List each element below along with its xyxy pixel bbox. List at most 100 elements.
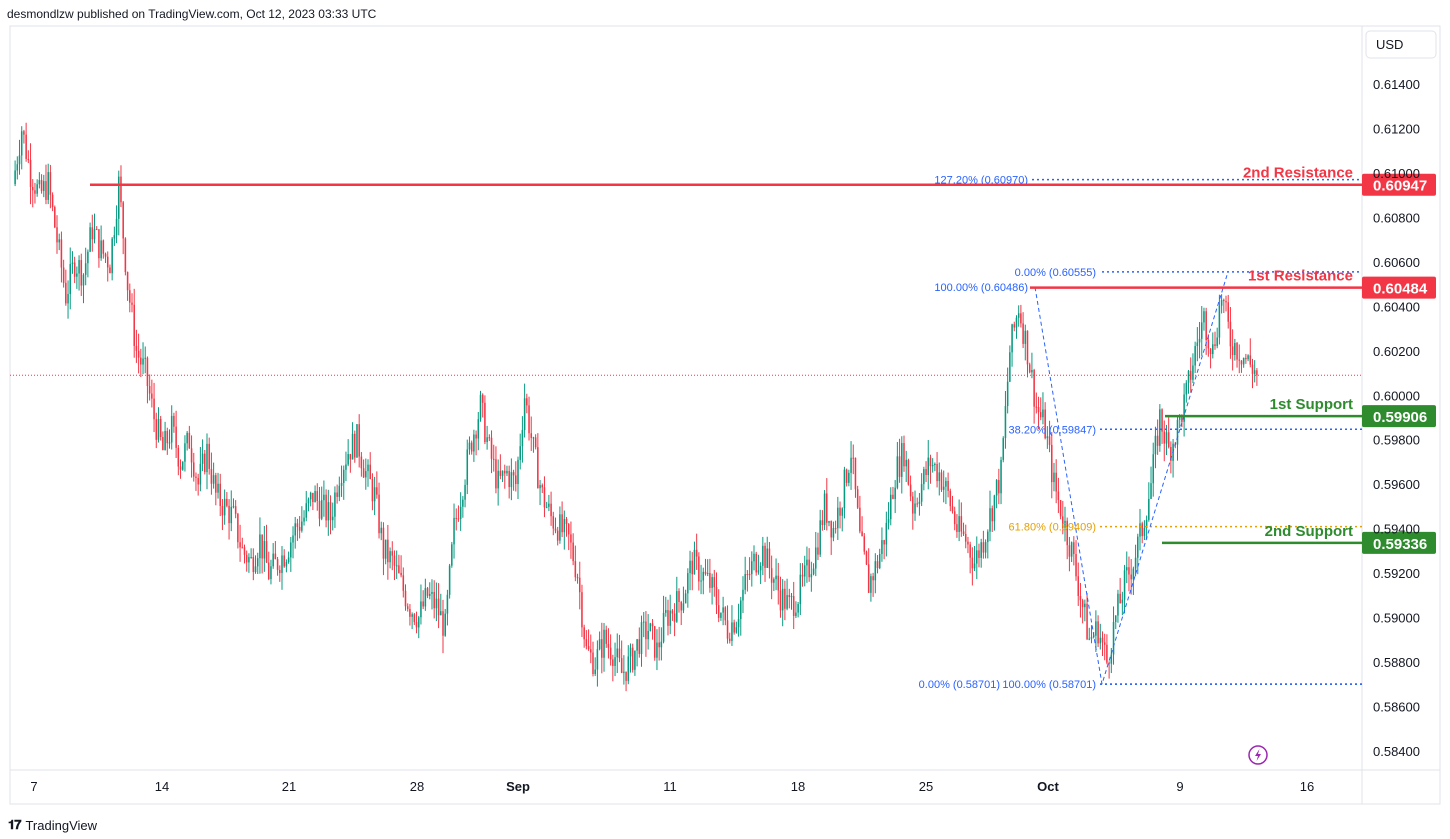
- candle-body: [711, 577, 713, 588]
- candle-body: [777, 575, 780, 591]
- candle-body: [779, 590, 782, 611]
- candle-body: [142, 358, 144, 365]
- candle-body: [876, 561, 879, 569]
- candle-body: [440, 611, 442, 616]
- candle-body: [905, 459, 907, 467]
- candle-body: [936, 463, 938, 482]
- candle-body: [951, 506, 954, 512]
- candle-body: [362, 468, 365, 478]
- candle-body: [168, 442, 171, 444]
- candle-body: [120, 176, 122, 203]
- candle-body: [140, 357, 142, 365]
- candle-body: [400, 572, 402, 576]
- candle-body: [896, 456, 899, 488]
- candle-body: [206, 443, 208, 473]
- candle-body: [808, 559, 810, 578]
- candle-body: [54, 207, 56, 228]
- candle-body: [627, 656, 630, 681]
- candle-body: [585, 639, 588, 647]
- candle-body: [486, 437, 488, 443]
- candle-body: [724, 607, 727, 621]
- candle-body: [669, 610, 671, 626]
- candle-body: [73, 262, 76, 277]
- candle-body: [832, 528, 835, 538]
- candle-body: [223, 498, 226, 516]
- candle-body: [151, 393, 153, 399]
- candle-body: [691, 560, 694, 575]
- candle-body: [863, 536, 866, 552]
- candle-body: [590, 649, 592, 653]
- candle-body: [548, 503, 550, 507]
- candle-body: [554, 528, 557, 531]
- currency-button[interactable]: USD: [1365, 30, 1437, 59]
- candle-body: [649, 623, 652, 631]
- candle-body: [307, 499, 310, 504]
- tradingview-logo-icon: 𝟏𝟕: [8, 817, 22, 832]
- x-tick-label: Oct: [1037, 779, 1059, 794]
- candle-body: [720, 612, 722, 618]
- candle-body: [1009, 352, 1011, 382]
- candle-body: [1073, 542, 1075, 555]
- candle-body: [1101, 637, 1104, 643]
- candle-body: [484, 402, 486, 443]
- candle-body: [1207, 340, 1210, 349]
- candle-body: [795, 612, 797, 616]
- candle-body: [334, 492, 336, 517]
- candle-body: [786, 595, 788, 609]
- candle-body: [726, 620, 729, 639]
- candle-body: [1070, 542, 1073, 557]
- candle-body: [967, 541, 969, 545]
- candle-body: [812, 568, 815, 575]
- candle-body: [865, 551, 868, 565]
- candle-body: [80, 260, 83, 286]
- currency-button-label: USD: [1376, 37, 1403, 52]
- candle-body: [1240, 360, 1243, 365]
- candle-body: [735, 627, 738, 633]
- fib-level-label: 100.00% (0.60486): [934, 282, 1028, 294]
- candle-body: [417, 617, 420, 628]
- candle-body: [1167, 432, 1170, 447]
- candle-body: [250, 557, 252, 559]
- candle-body: [878, 554, 881, 569]
- candle-body: [713, 577, 716, 588]
- candle-body: [1088, 638, 1091, 640]
- candle-body: [290, 542, 292, 558]
- candle-body: [618, 648, 621, 659]
- candle-body: [237, 513, 239, 543]
- candle-body: [607, 643, 610, 648]
- candle-body: [636, 639, 638, 651]
- candle-body: [698, 556, 700, 582]
- candle-body: [312, 492, 314, 503]
- candle-body: [872, 576, 874, 581]
- candle-body: [543, 487, 546, 508]
- candle-body: [1062, 516, 1064, 528]
- candle-body: [978, 550, 980, 558]
- candle-body: [1212, 344, 1214, 355]
- candle-body: [181, 461, 184, 470]
- candle-body: [29, 159, 32, 187]
- candle-body: [1220, 299, 1223, 306]
- candle-body: [519, 446, 521, 460]
- candle-body: [1245, 357, 1247, 360]
- candle-body: [1165, 432, 1168, 444]
- fib-level-label: 0.00% (0.58701): [919, 679, 1000, 691]
- candle-body: [490, 437, 493, 459]
- candle-body: [164, 430, 166, 450]
- y-tick-label: 0.59600: [1373, 477, 1420, 492]
- candle-body: [883, 540, 885, 545]
- candle-body: [973, 563, 976, 569]
- candle-body: [259, 534, 261, 559]
- candle-body: [916, 503, 918, 505]
- candle-body: [153, 398, 155, 420]
- candle-body: [1031, 369, 1033, 373]
- candle-body: [550, 503, 552, 517]
- candle-body: [190, 448, 193, 463]
- candle-body: [717, 605, 720, 618]
- candle-body: [420, 601, 422, 618]
- candle-body: [947, 480, 949, 491]
- candle-body: [934, 463, 936, 466]
- candle-body: [1229, 321, 1232, 347]
- lightning-icon[interactable]: [1248, 745, 1268, 765]
- candle-body: [49, 172, 52, 195]
